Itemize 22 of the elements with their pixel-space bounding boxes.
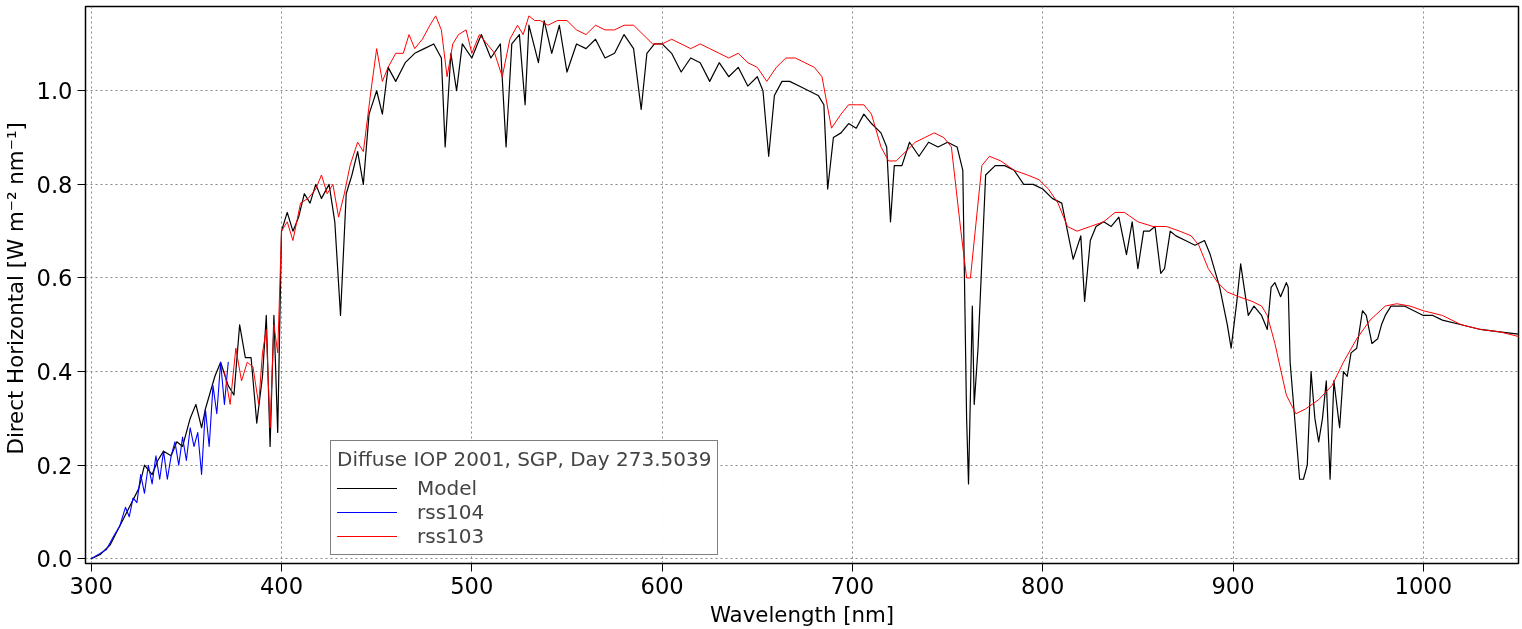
x-tick-label: 800 [1021,572,1065,599]
line-series [223,15,1519,429]
legend-label: rss104 [417,500,485,524]
x-tick-label: 400 [259,572,304,599]
x-tick-label: 700 [830,572,875,599]
x-tick-label: 300 [69,572,113,599]
y-tick-label: 0.4 [36,359,73,386]
x-tick-label: 1000 [1394,572,1453,599]
legend-title: Diffuse IOP 2001, SGP, Day 273.5039 [337,447,712,471]
legend-label: rss103 [417,524,485,548]
legend-label: Model [417,476,478,500]
y-tick-label: 0.6 [36,265,73,292]
y-tick-label: 0.2 [36,452,73,479]
y-axis-title: Direct Horizontal [W m⁻² nm⁻¹] [3,122,29,455]
x-tick-label: 600 [640,572,684,599]
line-series [90,361,229,560]
y-tick-label: 0.0 [36,546,73,573]
y-tick-label: 1.0 [36,78,73,105]
x-tick-label: 500 [450,572,494,599]
y-tick-label: 0.8 [36,171,73,198]
x-axis-title: Wavelength [nm] [709,601,895,627]
x-tick-label: 900 [1211,572,1255,599]
